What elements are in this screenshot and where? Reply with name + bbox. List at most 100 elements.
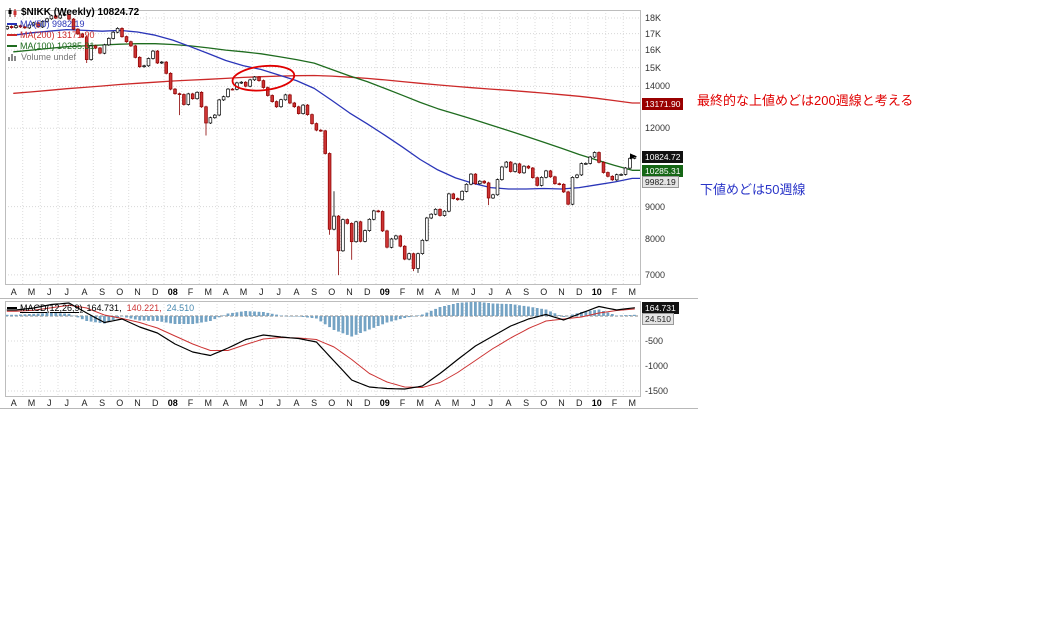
price-legend: $NIKK (Weekly) 10824.72 MA(50) 9982.19 M… bbox=[7, 7, 139, 62]
price-chart-plot bbox=[5, 10, 641, 285]
macd-legend: MACD(12,26,9) 164.731, 140.221, 24.510 bbox=[7, 303, 194, 313]
x-axis-label: J bbox=[64, 398, 70, 408]
axis-value-box: 9982.19 bbox=[642, 175, 679, 188]
macd-plot-border bbox=[5, 301, 641, 397]
x-axis-label: A bbox=[505, 287, 512, 297]
x-axis-label: 10 bbox=[591, 398, 602, 408]
candles-layer bbox=[5, 13, 637, 276]
x-axis-label: M bbox=[451, 287, 460, 297]
macd-indicator-name[interactable]: MACD(12,26,9) bbox=[20, 303, 83, 313]
x-axis-label: J bbox=[488, 287, 494, 297]
x-axis-label: M bbox=[416, 398, 424, 408]
axis-value-box: 10824.72 bbox=[642, 150, 684, 163]
x-axis-label: N bbox=[346, 398, 353, 408]
volume-icon bbox=[7, 52, 18, 61]
x-axis-label: A bbox=[293, 398, 300, 408]
x-axis-label: S bbox=[311, 398, 318, 408]
x-axis-label: F bbox=[187, 287, 194, 297]
last-price-arrow-icon bbox=[630, 153, 637, 160]
x-axis-label: O bbox=[116, 398, 124, 408]
x-axis-label: N bbox=[558, 398, 565, 408]
x-axis-label: J bbox=[46, 398, 52, 408]
x-axis-label: J bbox=[258, 398, 264, 408]
x-axis-label: A bbox=[81, 287, 88, 297]
macd-signal-value: 140.221, bbox=[126, 303, 162, 313]
x-axis-label: 09 bbox=[379, 287, 390, 297]
x-axis-label: 09 bbox=[379, 398, 390, 408]
x-axis-label: J bbox=[488, 398, 494, 408]
x-axis-label: N bbox=[558, 287, 565, 297]
x-axis-label: A bbox=[222, 398, 229, 408]
x-axis-label: O bbox=[328, 398, 336, 408]
x-axis-label: F bbox=[611, 287, 618, 297]
annotation-lower-target: 下値めどは50週線 bbox=[700, 182, 806, 197]
x-axis-label: J bbox=[276, 287, 282, 297]
x-axis-label: M bbox=[451, 398, 460, 408]
x-axis-label: J bbox=[64, 287, 70, 297]
bottom-divider bbox=[0, 408, 698, 409]
x-axis-label: J bbox=[276, 398, 282, 408]
axis-tick-label: 18K bbox=[645, 13, 662, 23]
x-axis-label: S bbox=[523, 398, 530, 408]
x-axis-label: A bbox=[222, 287, 229, 297]
panel-divider bbox=[0, 298, 698, 299]
x-axis-label: M bbox=[239, 287, 248, 297]
x-axis-label: M bbox=[628, 287, 636, 297]
macd-value: 164.731, bbox=[86, 303, 122, 313]
x-axis-label: J bbox=[258, 287, 264, 297]
x-axis-label: M bbox=[204, 287, 212, 297]
x-axis-label: F bbox=[187, 398, 194, 408]
x-axis-label: O bbox=[328, 287, 336, 297]
x-axis-label: 10 bbox=[591, 287, 602, 297]
x-axis-label: O bbox=[116, 287, 124, 297]
x-axis-label: N bbox=[134, 398, 141, 408]
x-axis-label: A bbox=[505, 398, 512, 408]
volume-legend-row: Volume undef bbox=[7, 51, 139, 62]
ma50-legend-label: MA(50) 9982.19 bbox=[20, 18, 85, 29]
ma200-line-swatch bbox=[7, 33, 17, 36]
macd-chart-plot bbox=[5, 301, 641, 397]
x-axis-label: J bbox=[46, 287, 52, 297]
x-axis-label: S bbox=[99, 287, 106, 297]
x-axis-label: D bbox=[363, 287, 371, 297]
x-axis-label: S bbox=[311, 287, 318, 297]
x-axis-label: M bbox=[416, 287, 424, 297]
moving-average-lines bbox=[13, 28, 641, 190]
ma50-legend-row: MA(50) 9982.19 bbox=[7, 18, 139, 29]
symbol-legend-row: $NIKK (Weekly) 10824.72 bbox=[7, 7, 139, 18]
x-axis-label: D bbox=[151, 287, 159, 297]
axis-tick-label: -500 bbox=[645, 336, 664, 346]
x-axis-label: A bbox=[434, 398, 441, 408]
axis-value-box: 13171.90 bbox=[642, 97, 684, 110]
x-axis-label: J bbox=[470, 287, 476, 297]
symbol-title: $NIKK (Weekly) 10824.72 bbox=[21, 7, 140, 18]
ma200-legend-label: MA(200) 13171.90 bbox=[20, 29, 95, 40]
x-axis-label: F bbox=[399, 398, 406, 408]
x-axis-label: A bbox=[81, 398, 88, 408]
axis-tick-label: 7000 bbox=[645, 269, 666, 280]
x-axis-label: O bbox=[540, 287, 548, 297]
price-x-axis: A M J J A S O N D 08 F M A M J J A S O N D 09 F M A M J J A S O N D 10 F M bbox=[5, 287, 641, 298]
macd-lines bbox=[6, 302, 636, 390]
x-axis-label: F bbox=[611, 398, 618, 408]
price-gridlines bbox=[5, 10, 641, 285]
x-axis-label: A bbox=[293, 287, 300, 297]
x-axis-label: A bbox=[10, 398, 17, 408]
axis-tick-label: -1000 bbox=[645, 361, 669, 371]
axis-tick-label: 15K bbox=[645, 62, 662, 73]
ma100-line-swatch bbox=[7, 44, 17, 47]
axis-value-box: 24.510 bbox=[642, 313, 674, 326]
x-axis-label: J bbox=[470, 398, 476, 408]
macd-histogram bbox=[5, 301, 636, 337]
x-axis-label: M bbox=[27, 398, 36, 408]
volume-legend-label: Volume undef bbox=[21, 51, 77, 62]
x-axis-label: D bbox=[363, 398, 371, 408]
x-axis-label: O bbox=[540, 398, 548, 408]
macd-line-swatch bbox=[7, 307, 17, 309]
x-axis-label: S bbox=[99, 398, 106, 408]
x-axis-label: M bbox=[239, 398, 248, 408]
x-axis-label: S bbox=[523, 287, 530, 297]
ma50-line-swatch bbox=[7, 22, 17, 25]
x-axis-label: 08 bbox=[167, 287, 178, 297]
x-axis-label: N bbox=[346, 287, 353, 297]
